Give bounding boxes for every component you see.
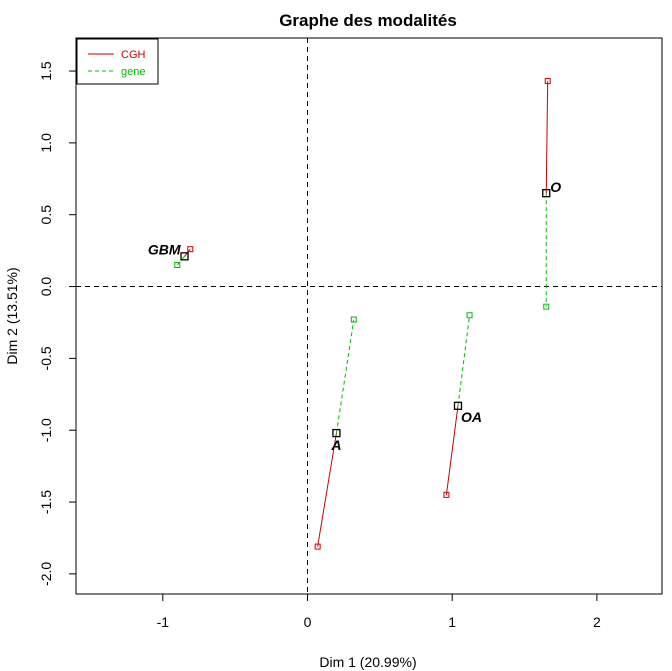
y-tick-label-7: 1.5 <box>38 61 54 81</box>
chart-title: Graphe des modalités <box>279 11 457 30</box>
x-tick-label-3: 2 <box>593 614 601 630</box>
point-gene-a <box>350 316 357 323</box>
point-cgh-o <box>544 78 551 85</box>
point-cgh-a <box>314 543 321 550</box>
segment-gene-oa <box>457 315 471 406</box>
y-tick-label-1: -1.5 <box>38 490 54 514</box>
x-tick-label-1: 0 <box>304 614 312 630</box>
y-tick-label-2: -1.0 <box>38 418 54 442</box>
x-tick-label-0: -1 <box>157 614 170 630</box>
legend-label-cgh: CGH <box>121 49 146 61</box>
x-tick-label-2: 1 <box>448 614 456 630</box>
y-tick-label-6: 1.0 <box>38 133 54 153</box>
segment-cgh-oa <box>445 405 459 495</box>
point-gene-o <box>543 303 550 310</box>
centroid-o <box>542 189 551 198</box>
point-label-gbm: GBM <box>148 241 181 257</box>
point-label-oa: OA <box>461 409 482 425</box>
point-gene-oa <box>466 312 473 319</box>
y-tick-label-0: -2.0 <box>38 562 54 586</box>
segment-cgh-o <box>545 81 549 194</box>
x-axis: -1 0 1 2 <box>157 593 601 630</box>
centroid-oa <box>453 401 463 410</box>
y-tick-label-4: 0.0 <box>38 277 54 297</box>
point-label-a: A <box>330 437 341 453</box>
point-gene-gbm <box>174 261 181 268</box>
point-cgh-gbm <box>187 246 194 253</box>
y-axis-label: Dim 2 (13.51%) <box>4 267 20 364</box>
points <box>174 78 551 550</box>
point-label-o: O <box>550 179 561 195</box>
y-tick-label-3: -0.5 <box>38 346 54 370</box>
centroid-gbm <box>180 252 189 261</box>
y-axis: -2.0 -1.5 -1.0 -0.5 0.0 0.5 1.0 1.5 <box>38 61 77 586</box>
x-axis-label: Dim 1 (20.99%) <box>319 654 416 670</box>
segment-gene-a <box>335 319 355 434</box>
legend: CGH gene <box>76 38 159 85</box>
centroid-a <box>332 428 341 438</box>
point-cgh-oa <box>443 491 450 498</box>
segment-gene-gbm <box>176 256 185 266</box>
y-tick-label-5: 0.5 <box>38 205 54 225</box>
legend-label-gene: gene <box>121 66 145 78</box>
segments <box>176 81 549 547</box>
segment-cgh-a <box>317 433 337 547</box>
legend-box <box>76 38 159 85</box>
reference-lines <box>76 38 662 594</box>
